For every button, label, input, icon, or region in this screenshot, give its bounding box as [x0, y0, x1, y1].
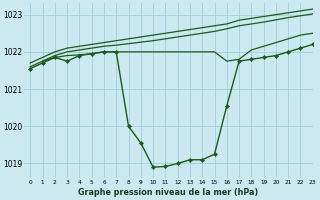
X-axis label: Graphe pression niveau de la mer (hPa): Graphe pression niveau de la mer (hPa): [78, 188, 259, 197]
